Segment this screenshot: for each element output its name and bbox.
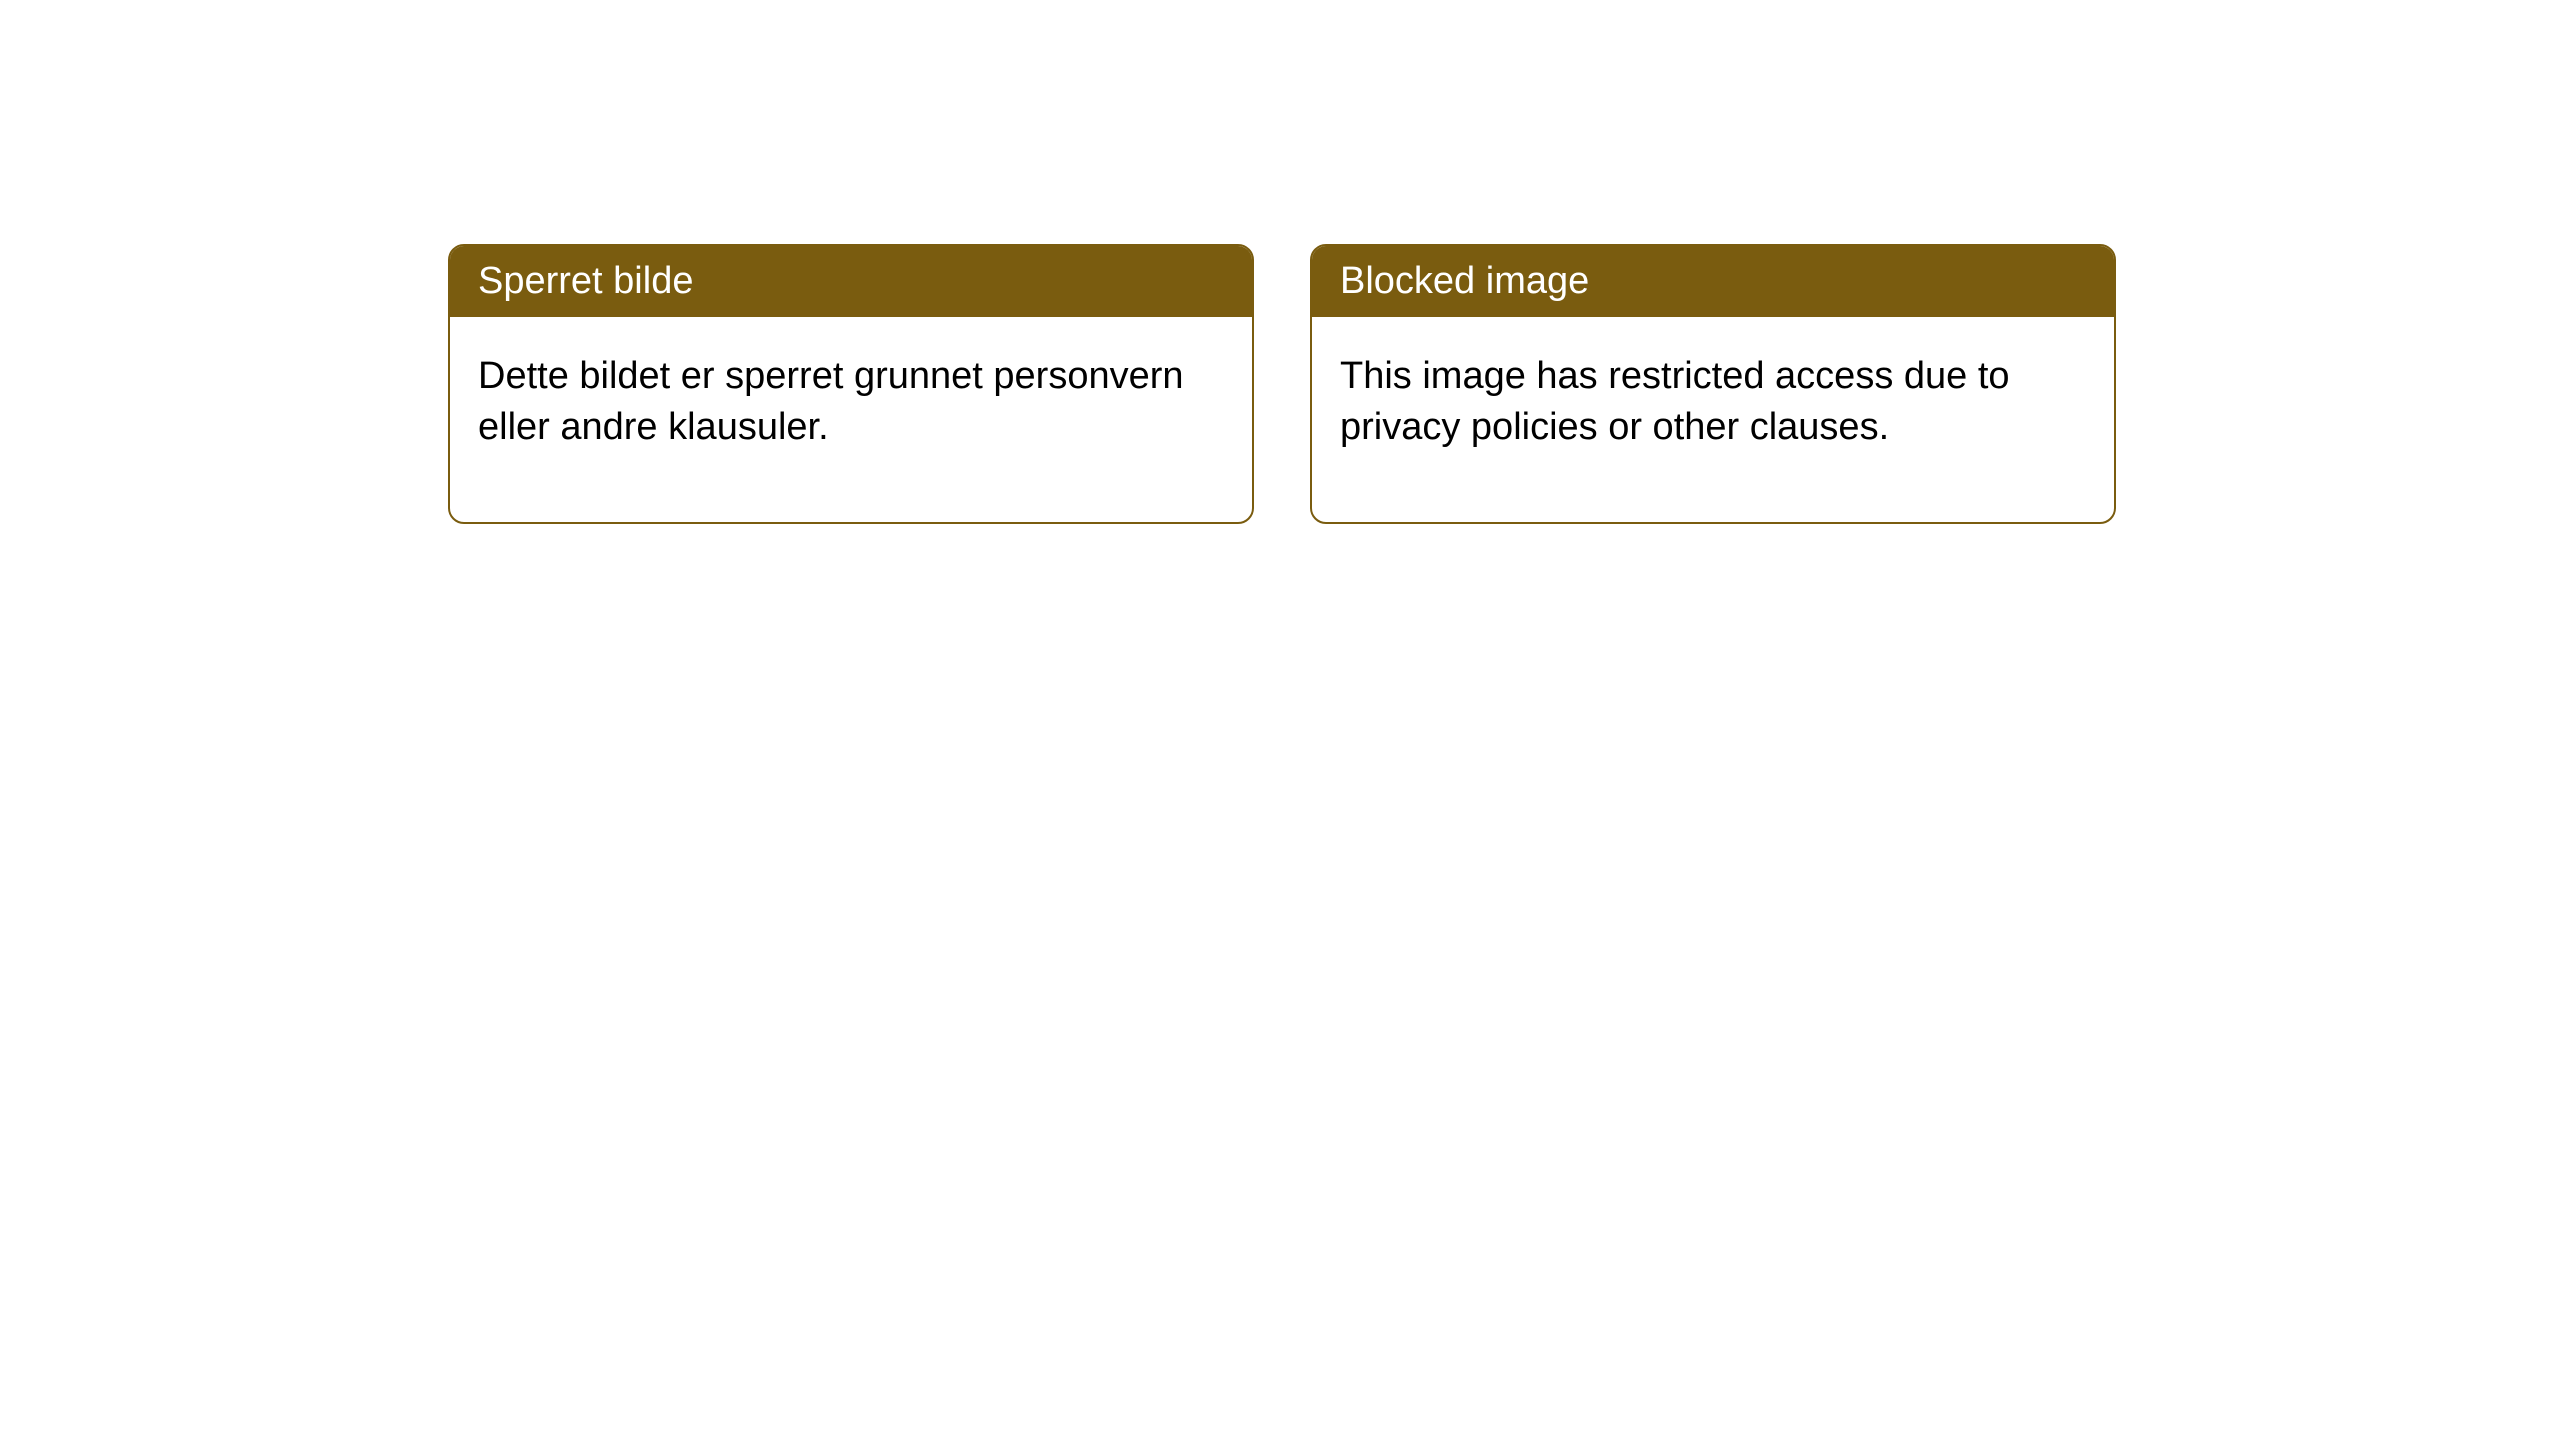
notice-card-english: Blocked image This image has restricted …: [1310, 244, 2116, 524]
notice-card-body: Dette bildet er sperret grunnet personve…: [450, 317, 1252, 522]
notice-card-norwegian: Sperret bilde Dette bildet er sperret gr…: [448, 244, 1254, 524]
notice-card-title: Blocked image: [1312, 246, 2114, 317]
notice-cards-row: Sperret bilde Dette bildet er sperret gr…: [448, 244, 2116, 524]
notice-card-title: Sperret bilde: [450, 246, 1252, 317]
notice-card-body: This image has restricted access due to …: [1312, 317, 2114, 522]
